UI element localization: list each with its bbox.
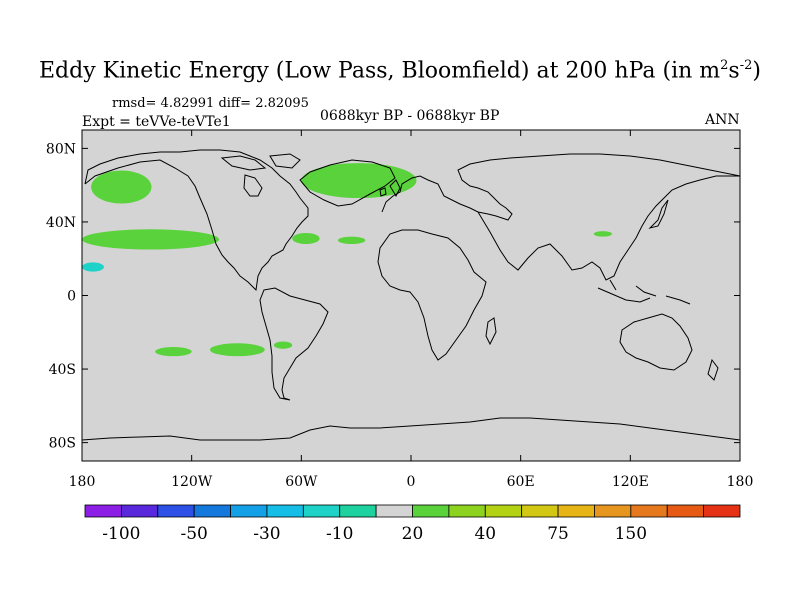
colorbar-box (157, 504, 195, 518)
colorbar-label: -50 (180, 524, 207, 544)
australia-coast (619, 313, 693, 371)
hudson-bay (243, 174, 263, 197)
colorbar-box (412, 504, 450, 518)
colorbar-box (557, 504, 595, 518)
x-tick-label: 120W (171, 474, 213, 490)
colorbar-label: -100 (102, 524, 140, 544)
y-tick-label: 0 (67, 289, 76, 305)
colorbar-label: 150 (615, 524, 647, 544)
colorbar-box (630, 504, 668, 518)
x-axis: 180 120W 60W 0 60E 120E 180 (69, 130, 754, 490)
x-tick-label: 60E (507, 474, 535, 490)
arctic-islands (220, 153, 301, 171)
colorbar-label: -30 (253, 524, 280, 544)
y-tick-label: 80N (46, 141, 76, 157)
madagascar (485, 317, 497, 346)
anomaly-region-4 (337, 236, 366, 245)
colorbar-box (193, 504, 231, 518)
x-tick-label: 120E (612, 474, 649, 490)
colorbar-box (84, 504, 122, 518)
anomaly-region-0 (91, 170, 152, 204)
colorbar-label: 40 (474, 524, 496, 544)
colorbar-box (230, 504, 268, 518)
indonesia (597, 279, 691, 305)
x-tick-label: 0 (407, 474, 416, 490)
anomaly-region-2 (82, 229, 220, 250)
europe-coast (381, 153, 741, 221)
anomaly-region-6 (82, 262, 104, 272)
y-axis: 80N 40N 0 40S 80S (46, 141, 740, 452)
south-america-coast (259, 287, 329, 401)
north-america-coast (84, 149, 309, 292)
season-text: ANN (705, 112, 740, 128)
asia-coast (477, 175, 740, 281)
anomaly-region-9 (273, 341, 293, 349)
x-tick-label: 180 (727, 474, 754, 490)
colorbar-box (484, 504, 523, 518)
greenland (299, 159, 396, 207)
antarctica-coast (81, 417, 741, 441)
x-tick-label: 180 (69, 474, 96, 490)
period-text: 0688kyr BP - 0688kyr BP (320, 108, 500, 124)
japan (648, 199, 669, 229)
anomaly-region-5 (593, 231, 613, 237)
colorbar-box (666, 504, 705, 518)
colorbar-box (302, 504, 341, 518)
colorbar-box (266, 504, 304, 518)
colorbar-box (375, 504, 413, 518)
coastlines (81, 149, 741, 441)
rmsd-text: rmsd= 4.82991 diff= 2.82095 (112, 96, 309, 111)
expt-text: Expt = teVVe-teVTe1 (82, 114, 231, 130)
uk-islands (379, 179, 401, 198)
y-tick-label: 40S (49, 362, 76, 378)
chart-title: Eddy Kinetic Energy (Low Pass, Bloomfiel… (39, 58, 761, 84)
new-zealand (707, 358, 719, 381)
colorbar-box (594, 504, 632, 518)
colorbar-box (339, 504, 377, 518)
anomaly-region-8 (209, 343, 265, 357)
colorbar-box (703, 504, 741, 518)
africa-coast (377, 229, 487, 361)
anomaly-region-3 (292, 232, 320, 245)
colorbar-box (521, 504, 559, 518)
colorbar: -100 -50 -30 -10 20 40 75 150 (84, 504, 741, 544)
y-tick-label: 80S (49, 436, 76, 452)
y-tick-label: 40N (46, 215, 76, 231)
anomaly-region-7 (155, 346, 192, 357)
colorbar-box (120, 504, 159, 518)
colorbar-label: -10 (326, 524, 353, 544)
colorbar-label: 75 (547, 524, 569, 544)
anomaly-region-1 (301, 163, 417, 199)
x-tick-label: 60W (285, 474, 318, 490)
colorbar-label: 20 (402, 524, 424, 544)
colorbar-box (448, 504, 486, 518)
